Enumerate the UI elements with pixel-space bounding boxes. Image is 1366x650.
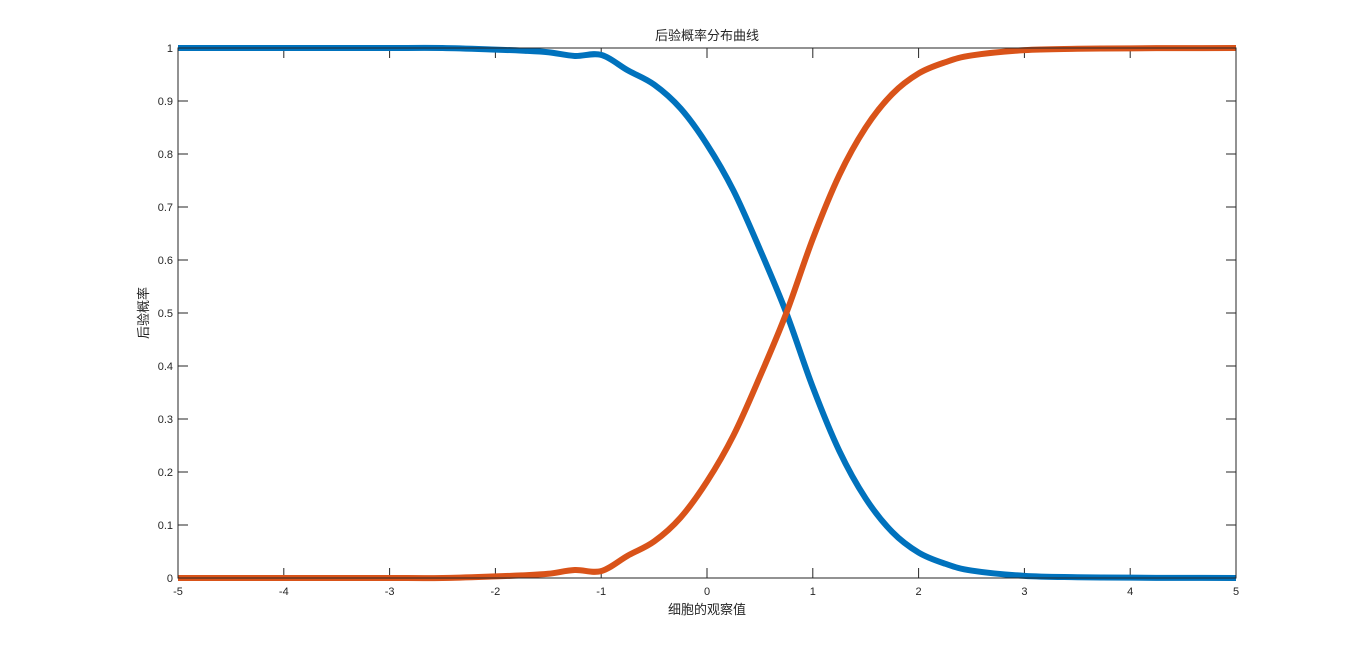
y-tick-label: 0.4	[158, 361, 173, 373]
x-tick-label: -4	[279, 586, 289, 598]
plot-area-background	[178, 48, 1236, 578]
y-tick-label: 0.1	[158, 520, 173, 532]
y-tick-label: 0.6	[158, 255, 173, 267]
y-tick-label: 1	[167, 43, 173, 55]
x-axis-label: 细胞的观察值	[668, 602, 746, 618]
x-tick-label: 5	[1233, 586, 1239, 598]
x-tick-label: -5	[173, 586, 183, 598]
y-tick-label: 0	[167, 573, 173, 585]
x-tick-label: 4	[1127, 586, 1133, 598]
chart-title: 后验概率分布曲线	[655, 28, 759, 44]
y-tick-label: 0.8	[158, 149, 173, 161]
y-tick-label: 0.2	[158, 467, 173, 479]
plot-frame	[177, 47, 1237, 579]
x-tick-label: 3	[1021, 586, 1027, 598]
ticks-layer: -5 -4 -3 -2 -1 0 1 2 3 4 5 0 0.1 0.2 0.3 0.4 0.5 0.6 0.7 0.…	[158, 43, 1239, 598]
y-tick-label: 0.5	[158, 308, 173, 320]
y-tick-label: 0.7	[158, 202, 173, 214]
y-axis-label: 后验概率	[136, 287, 152, 339]
x-tick-label: 1	[810, 586, 816, 598]
x-tick-label: 0	[704, 586, 710, 598]
x-tick-label: -3	[385, 586, 395, 598]
y-tick-label: 0.9	[158, 96, 173, 108]
x-tick-label: 2	[916, 586, 922, 598]
x-tick-label: -1	[596, 586, 606, 598]
x-tick-label: -2	[491, 586, 501, 598]
y-tick-label: 0.3	[158, 414, 173, 426]
